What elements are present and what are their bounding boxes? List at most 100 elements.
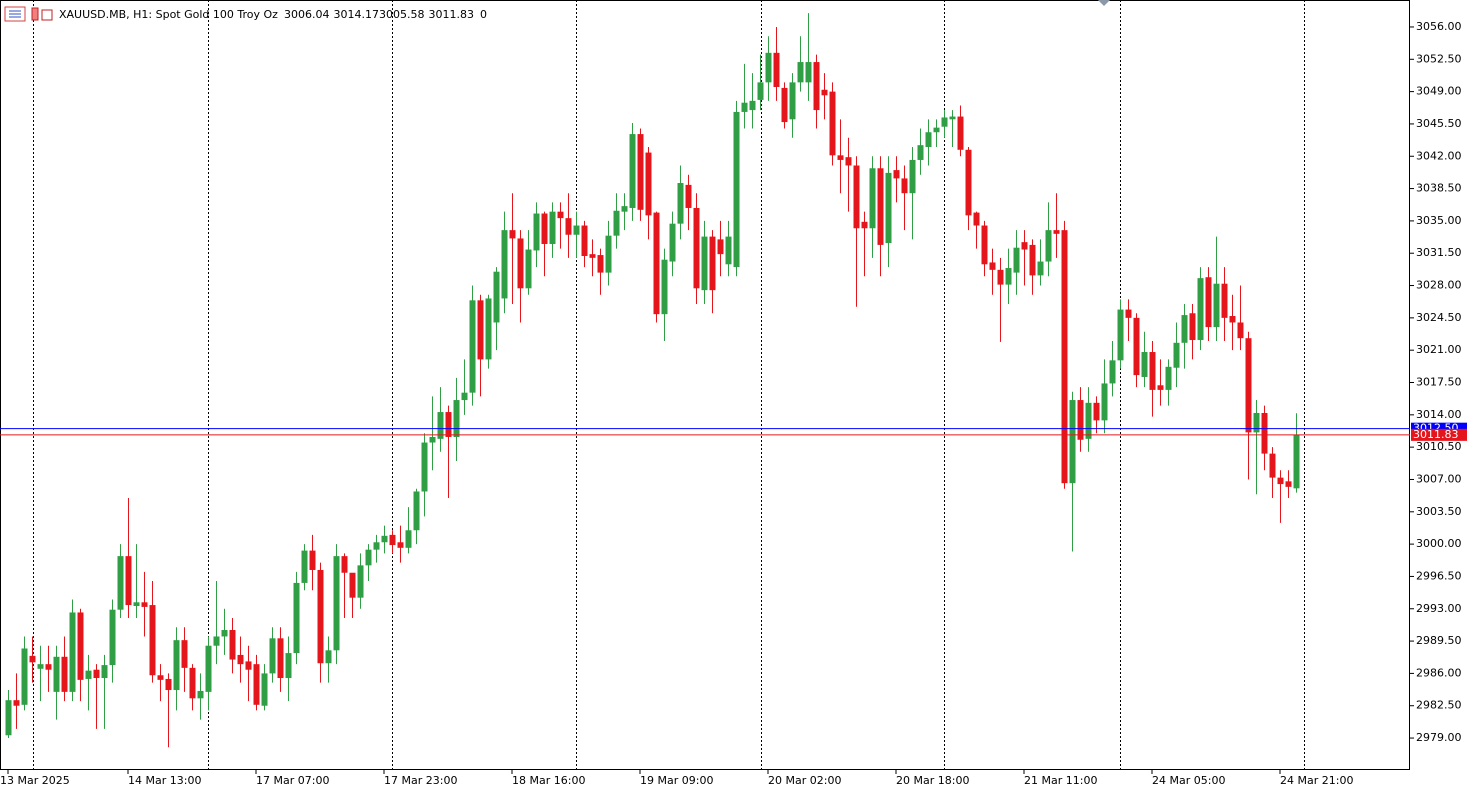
candle-body [549,211,556,244]
candle-body [509,230,516,239]
candle-body [965,149,972,216]
candle-body [909,159,916,194]
candle-body [1221,283,1228,318]
candle-body [1085,402,1092,439]
candle-body [501,230,508,299]
candle-body [189,667,196,699]
y-tick-label: 3056.00 [1416,20,1462,33]
candle-body [797,62,804,83]
candle-body [93,669,100,679]
icon-trade[interactable] [41,9,53,21]
candle-body [757,82,764,100]
y-tick-label: 3000.00 [1416,537,1462,550]
candle-body [541,213,548,244]
candle-body [277,638,284,679]
y-tick-label: 2982.50 [1416,699,1462,712]
candle-body [565,218,572,235]
candle-body [1061,230,1068,484]
candle-body [989,262,996,270]
candle-body [1069,400,1076,484]
y-tick-label: 3021.00 [1416,343,1462,356]
candle-body [1173,342,1180,368]
candle-body [485,298,492,360]
y-tick-label: 3052.50 [1416,52,1462,65]
bid-label: 3011.83 [1413,428,1459,441]
x-tick-label: 18 Mar 16:00 [512,774,585,787]
candle-body [861,221,868,229]
x-tick-label: 17 Mar 23:00 [384,774,457,787]
x-tick-label: 20 Mar 02:00 [768,774,841,787]
candle-body [813,62,820,111]
candle-body [1021,242,1028,250]
candle-body [789,82,796,120]
candle-body [1077,400,1084,440]
candle-body [173,640,180,691]
candle-body [1261,412,1268,454]
y-tick-label: 2993.00 [1416,602,1462,615]
candle-body [853,165,860,229]
candle-body [1125,309,1132,318]
candle-body [77,612,84,680]
candle-body [693,207,700,289]
candle-body [333,556,340,651]
candle-body [1205,277,1212,328]
candle-body [269,638,276,674]
header-text: XAUUSD.MB, H1: Spot Gold 100 Troy Oz 3006… [59,8,487,21]
candle-body [245,661,252,670]
candle-body [1181,315,1188,343]
symbol-title: XAUUSD.MB, H1: Spot Gold 100 Troy Oz [59,8,278,21]
x-tick-label: 14 Mar 13:00 [128,774,201,787]
candle-body [349,572,356,598]
candle-body [917,145,924,160]
header-close: 3011.83 [428,8,474,21]
candle-body [997,269,1004,285]
candle-body [445,412,452,437]
candle-body [685,184,692,208]
candle-body [1013,247,1020,273]
y-tick-label: 3038.50 [1416,182,1462,195]
candle-body [317,569,324,664]
candle-body [1141,352,1148,377]
y-tick-label: 3049.00 [1416,85,1462,98]
candle-body [69,612,76,692]
candle-body [5,700,12,736]
candle-body [237,654,244,665]
candle-body [165,678,172,691]
candle-body [261,673,268,706]
candle-body [381,535,388,543]
candle-body [253,664,260,705]
candle-body [765,52,772,83]
y-tick-label: 3017.50 [1416,376,1462,389]
y-tick-label: 2989.50 [1416,634,1462,647]
candle-body [805,62,812,83]
header-value: 0 [480,8,487,21]
candle-body [885,172,892,244]
y-tick-label: 2986.00 [1416,666,1462,679]
candle-body [157,675,164,680]
candle-body [325,650,332,664]
candle-body [1285,481,1292,487]
candle-body [469,300,476,393]
candle-body [1093,402,1100,421]
candle-body [405,530,412,548]
candle-body [1149,352,1156,390]
candle-body [285,653,292,679]
candle-body [893,170,900,179]
candle-body [181,640,188,668]
candle-body [301,550,308,583]
candle-body [981,225,988,265]
candle-body [1109,360,1116,384]
candle-body [581,225,588,256]
candle-body [493,271,500,323]
icon-trade[interactable] [31,7,39,21]
y-tick-label: 3042.00 [1416,149,1462,162]
candle-body [45,664,52,670]
candle-body [413,491,420,531]
candle-body [709,236,716,291]
candle-body [821,89,828,96]
candle-body [29,655,36,663]
shift-marker [1098,0,1110,6]
candle-body [957,116,964,150]
candle-body [21,648,28,705]
